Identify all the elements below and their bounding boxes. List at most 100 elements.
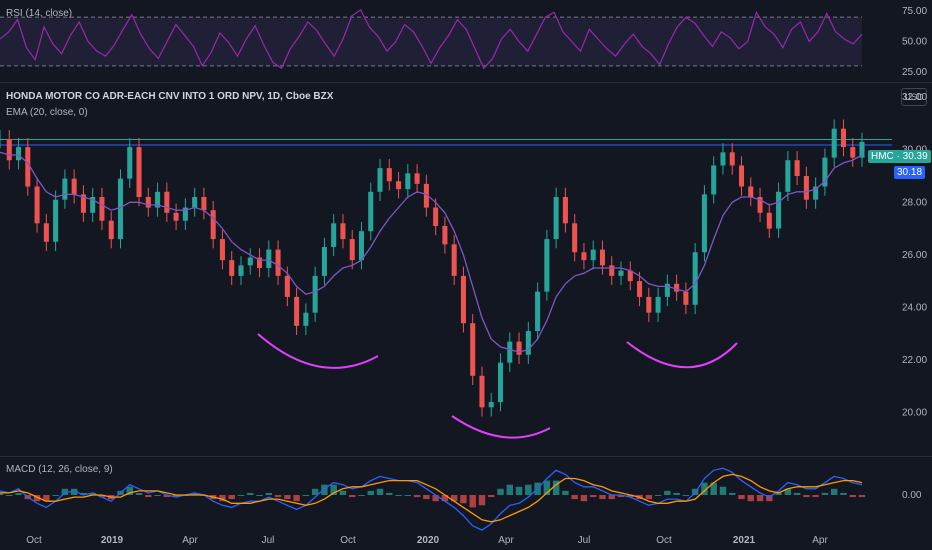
- last-price-tag: HMC · 30.39: [868, 150, 931, 163]
- candle-body: [173, 212, 179, 221]
- macd-histogram-bar: [311, 488, 319, 495]
- macd-histogram-bar: [747, 495, 754, 502]
- macd-histogram-bar: [682, 495, 690, 496]
- rsi-title: RSI (14, close): [6, 8, 73, 19]
- candle-body: [43, 223, 49, 242]
- candle-body: [646, 296, 652, 313]
- macd-histogram-bar: [729, 492, 736, 495]
- candle-body: [284, 275, 290, 297]
- macd-histogram-bar: [543, 480, 551, 495]
- macd-histogram-bar: [673, 492, 680, 495]
- candle-body: [776, 191, 782, 229]
- macd-histogram-bar: [469, 495, 476, 508]
- macd-histogram-bar: [478, 495, 486, 506]
- time-axis-label: Oct: [26, 535, 42, 546]
- macd-histogram-bar: [710, 482, 717, 495]
- time-axis-label: Oct: [340, 535, 356, 546]
- macd-histogram-bar: [219, 495, 226, 502]
- candle-body: [257, 257, 263, 268]
- candle-body: [655, 296, 661, 313]
- macd-histogram-bar: [256, 495, 263, 496]
- candle-body: [136, 147, 142, 198]
- candle-body: [99, 197, 105, 221]
- candle-body: [0, 139, 3, 141]
- macd-histogram-bar: [617, 495, 625, 498]
- macd-histogram-bar: [0, 492, 4, 495]
- macd-tick-label: 0.00: [902, 490, 922, 501]
- macd-histogram-bar: [821, 492, 829, 495]
- main-title: HONDA MOTOR CO ADR-EACH CNV INTO 1 ORD N…: [6, 91, 334, 102]
- candle-body: [386, 168, 392, 182]
- candle-body: [497, 362, 504, 403]
- ema-label: EMA (20, close, 0): [6, 107, 88, 118]
- currency-button[interactable]: USD: [901, 88, 927, 106]
- candle-body: [813, 186, 819, 200]
- macd-histogram-bar: [858, 495, 866, 498]
- macd-title: MACD (12, 26, close, 9): [6, 464, 113, 475]
- rsi-line: [0, 9, 863, 70]
- time-axis-label: Apr: [182, 535, 198, 546]
- macd-histogram-bar: [237, 495, 245, 496]
- macd-histogram-bar: [701, 482, 708, 495]
- macd-histogram-bar: [627, 495, 634, 498]
- candle-body: [470, 323, 476, 376]
- candle-body: [229, 260, 235, 276]
- time-axis-label: 2019: [101, 535, 124, 546]
- candle-body: [405, 173, 411, 190]
- candle-body: [748, 186, 754, 198]
- macd-histogram-bar: [339, 490, 347, 495]
- macd-histogram-bar: [664, 490, 671, 495]
- rsi-pane: 75.00 50.00 25.00: [0, 6, 927, 78]
- macd-histogram-bar: [775, 492, 782, 495]
- time-axis-label: Apr: [498, 535, 514, 546]
- candle-body: [738, 165, 745, 187]
- macd-histogram-bar: [460, 495, 467, 504]
- macd-histogram-bar: [840, 492, 847, 495]
- candle-body: [479, 375, 485, 408]
- rsi-tick-label: 75.00: [902, 6, 927, 17]
- candle-body: [331, 223, 337, 247]
- candle-body: [312, 275, 318, 313]
- macd-histogram-bar: [80, 492, 87, 495]
- macd-histogram-bar: [413, 495, 421, 498]
- rsi-tick-label: 50.00: [902, 37, 927, 48]
- macd-histogram-bar: [247, 492, 254, 495]
- candle-body: [451, 244, 457, 276]
- macd-histogram-bar: [756, 495, 764, 502]
- candle-body: [238, 265, 244, 276]
- candle-body: [414, 173, 420, 184]
- time-axis[interactable]: Oct 2019 Apr Jul Oct 2020 Apr Jul Oct 2021 Apr: [26, 535, 828, 546]
- pane-separator-top[interactable]: [0, 82, 932, 83]
- candle-body: [535, 291, 541, 332]
- candle-body: [720, 152, 726, 166]
- candle-body: [766, 212, 772, 229]
- candle-body: [590, 249, 596, 261]
- candle-body: [840, 128, 846, 148]
- macd-histogram-bar: [738, 495, 745, 500]
- macd-histogram-bar: [302, 495, 310, 496]
- macd-histogram-bar: [552, 480, 560, 495]
- candle-body: [757, 197, 763, 213]
- candle-body: [340, 223, 346, 240]
- candle-body: [358, 231, 365, 261]
- candle-body: [108, 220, 114, 240]
- macd-histogram-bar: [330, 484, 337, 495]
- macd-histogram-bar: [589, 495, 597, 498]
- candle-body: [433, 207, 439, 226]
- candle-body: [155, 191, 161, 208]
- candle-body: [164, 191, 170, 213]
- pane-separator-bottom[interactable]: [0, 456, 932, 457]
- candle-body: [219, 239, 225, 261]
- candle-body: [627, 270, 633, 282]
- candle-body: [850, 147, 856, 158]
- macd-histogram-bar: [719, 486, 727, 495]
- candle-body: [785, 160, 791, 192]
- candle-body: [377, 168, 383, 192]
- macd-histogram-bar: [228, 495, 235, 500]
- candle-body: [859, 141, 865, 158]
- candle-body: [544, 239, 550, 292]
- signal-line: [0, 473, 863, 523]
- macd-histogram-bar: [793, 492, 801, 495]
- candle-body: [674, 283, 680, 292]
